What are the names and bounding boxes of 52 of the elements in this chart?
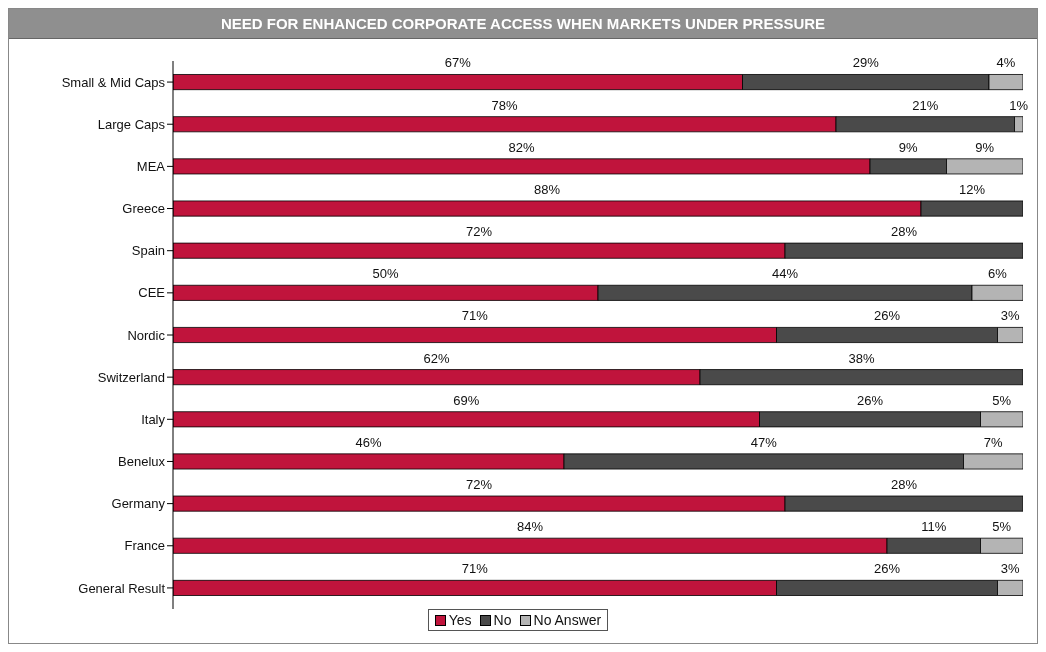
y-tick-label: Spain [131,243,165,259]
data-label: 26% [873,308,901,324]
data-label: 26% [873,561,901,577]
data-label: 5% [992,392,1012,408]
data-label: 5% [992,519,1012,535]
data-label: 11% [921,519,947,535]
y-tick-label: Italy [141,411,166,427]
chart-title: NEED FOR ENHANCED CORPORATE ACCESS WHEN MARKETS UNDER PRESSURE [9,9,1037,39]
y-tick-label: France [124,538,165,554]
data-label: 9% [975,139,995,155]
y-tick-label: Nordic [127,327,166,343]
y-tick-label: Benelux [118,454,166,470]
data-label: 62% [423,350,450,366]
data-label: 71% [461,561,489,577]
data-label: 78% [491,97,518,113]
data-label: 28% [890,224,918,240]
data-label: 28% [890,477,918,493]
data-label: 1% [1009,97,1029,113]
legend-label: No [492,612,512,628]
y-tick-label: Small & Mid Caps [61,74,166,90]
data-label: 26% [856,392,884,408]
y-tick-label: MEA [136,159,166,174]
data-label: 3% [1000,308,1021,324]
data-label: 9% [898,139,919,155]
legend-label: Yes [447,612,472,628]
data-label: 67% [444,55,472,71]
data-label: 21% [912,97,939,113]
y-tick-label: General Result [78,580,166,596]
data-label: 71% [461,308,489,324]
data-label: 46% [355,434,382,450]
data-label: 72% [465,224,493,240]
y-tick-label: Germany [111,496,166,512]
data-label: 4% [996,55,1016,71]
data-label: 47% [750,434,778,450]
data-label: 82% [508,139,535,155]
data-label: 3% [1000,561,1021,577]
data-label: 7% [983,434,1004,450]
data-label: 38% [848,350,875,366]
data-label: 50% [372,266,399,282]
y-tick-label: Switzerland [97,369,165,385]
data-label: 44% [771,266,799,282]
data-label: 88% [533,181,561,197]
y-tick-label: CEE [138,285,166,301]
legend-label: No Answer [532,612,602,628]
data-label: 6% [988,266,1008,282]
data-label: 12% [958,181,986,197]
data-label: 29% [852,55,880,71]
y-tick-label: Greece [122,201,165,217]
y-tick-label: Large Caps [97,116,166,132]
data-label: 69% [453,392,480,408]
data-label: 84% [516,519,544,535]
data-label: 72% [465,477,493,493]
